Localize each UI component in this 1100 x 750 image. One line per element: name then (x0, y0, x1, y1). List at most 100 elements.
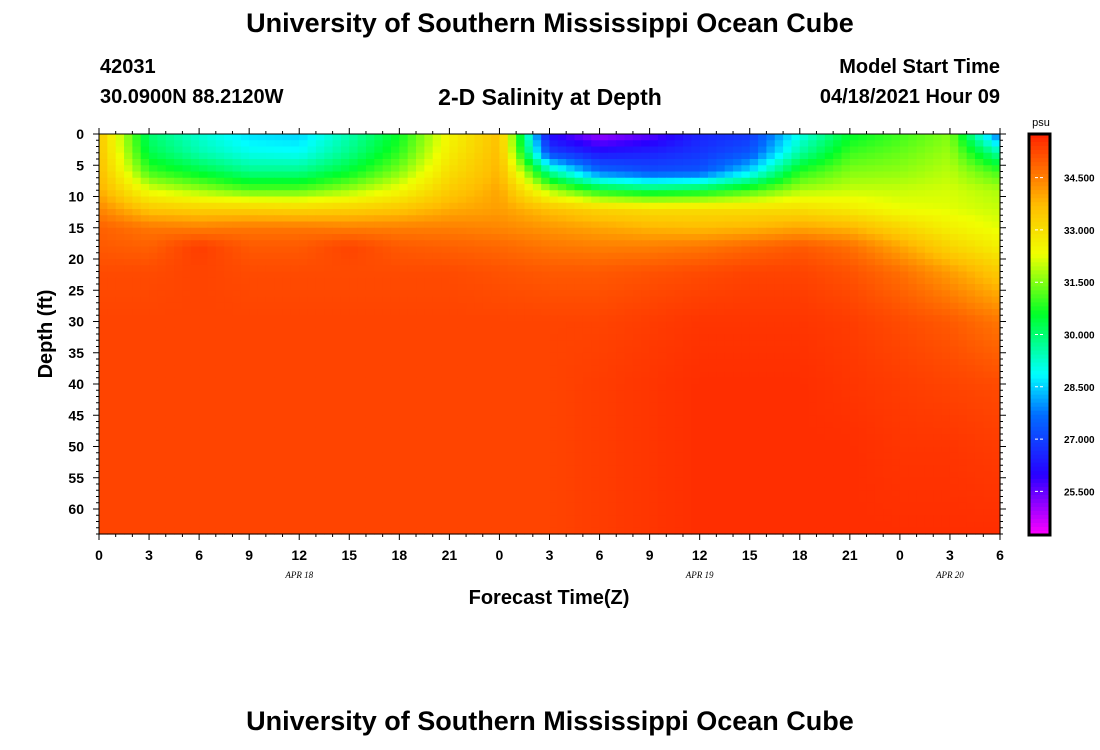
heatmap-cell (491, 227, 501, 235)
heatmap-cell (933, 165, 943, 173)
heatmap-cell (132, 177, 142, 185)
heatmap-cell (140, 359, 150, 366)
heatmap-cell (224, 227, 234, 235)
heatmap-cell (808, 146, 818, 154)
heatmap-cell (274, 140, 284, 148)
heatmap-cell (874, 390, 884, 398)
heatmap-cell (140, 371, 150, 379)
heatmap-cell (99, 221, 108, 229)
heatmap-cell (449, 146, 459, 154)
heatmap-cell (199, 284, 209, 291)
heatmap-cell (632, 296, 642, 304)
heatmap-cell (232, 352, 242, 360)
heatmap-cell (899, 277, 909, 285)
heatmap-cell (315, 415, 325, 423)
heatmap-cell (799, 246, 809, 254)
heatmap-cell (449, 277, 459, 285)
heatmap-cell (741, 340, 751, 348)
heatmap-cell (249, 209, 259, 216)
heatmap-cell (774, 284, 784, 291)
heatmap-cell (307, 277, 317, 285)
heatmap-cell (157, 415, 167, 423)
heatmap-cell (874, 315, 884, 323)
heatmap-cell (657, 159, 667, 166)
heatmap-cell (299, 234, 309, 241)
heatmap-cell (749, 415, 759, 423)
heatmap-cell (115, 409, 125, 416)
heatmap-cell (949, 227, 959, 235)
heatmap-cell (749, 384, 759, 391)
heatmap-cell (524, 202, 534, 210)
heatmap-cell (991, 209, 1001, 216)
heatmap-cell (474, 390, 484, 398)
heatmap-cell (340, 152, 350, 160)
heatmap-cell (566, 259, 576, 266)
heatmap-cell (115, 196, 125, 204)
heatmap-cell (340, 415, 350, 423)
heatmap-cell (474, 377, 484, 385)
heatmap-cell (641, 402, 651, 410)
heatmap-cell (124, 265, 133, 273)
heatmap-cell (499, 302, 509, 310)
heatmap-cell (449, 327, 459, 335)
heatmap-cell (182, 409, 192, 416)
heatmap-cell (249, 165, 259, 173)
heatmap-cell (616, 146, 626, 154)
heatmap-cell (399, 327, 409, 335)
heatmap-cell (474, 290, 484, 298)
heatmap-cell (416, 240, 425, 248)
heatmap-cell (115, 352, 125, 360)
heatmap-cell (299, 134, 309, 141)
heatmap-cell (758, 152, 767, 160)
heatmap-cell (432, 190, 442, 198)
heatmap-cell (132, 290, 142, 298)
heatmap-cell (257, 340, 267, 348)
heatmap-cell (265, 234, 275, 241)
heatmap-cell (883, 315, 893, 323)
heatmap-cell (858, 415, 868, 423)
heatmap-cell (457, 259, 467, 266)
heatmap-cell (733, 409, 742, 416)
heatmap-cell (624, 202, 634, 210)
heatmap-cell (883, 396, 893, 404)
heatmap-cell (307, 227, 317, 235)
heatmap-cell (966, 240, 976, 248)
heatmap-cell (841, 215, 851, 223)
heatmap-cell (441, 252, 450, 260)
heatmap-cell (933, 259, 943, 266)
heatmap-cell (582, 415, 592, 423)
heatmap-cell (449, 340, 459, 348)
heatmap-cell (240, 146, 250, 154)
heatmap-cell (566, 346, 576, 354)
heatmap-cell (282, 202, 292, 210)
heatmap-cell (549, 384, 559, 391)
heatmap-cell (215, 290, 225, 298)
heatmap-cell (699, 234, 709, 241)
heatmap-cell (407, 377, 417, 385)
heatmap-cell (382, 190, 392, 198)
heatmap-cell (858, 384, 868, 391)
heatmap-cell (874, 171, 884, 179)
heatmap-cell (340, 284, 350, 291)
heatmap-cell (607, 346, 617, 354)
heatmap-cell (616, 159, 626, 166)
heatmap-cell (949, 209, 959, 216)
heatmap-cell (899, 402, 909, 410)
heatmap-cell (407, 159, 417, 166)
heatmap-cell (240, 284, 250, 291)
heatmap-cell (632, 221, 642, 229)
heatmap-cell (691, 159, 701, 166)
heatmap-cell (574, 371, 584, 379)
heatmap-cell (808, 152, 818, 160)
heatmap-cell (949, 352, 959, 360)
heatmap-cell (224, 402, 234, 410)
heatmap-cell (424, 352, 434, 360)
heatmap-cell (390, 140, 400, 148)
heatmap-cell (132, 365, 142, 373)
heatmap-cell (674, 327, 684, 335)
heatmap-cell (240, 402, 250, 410)
heatmap-cell (349, 346, 359, 354)
heatmap-cell (207, 421, 217, 429)
heatmap-cell (165, 259, 175, 266)
heatmap-cell (232, 240, 242, 248)
